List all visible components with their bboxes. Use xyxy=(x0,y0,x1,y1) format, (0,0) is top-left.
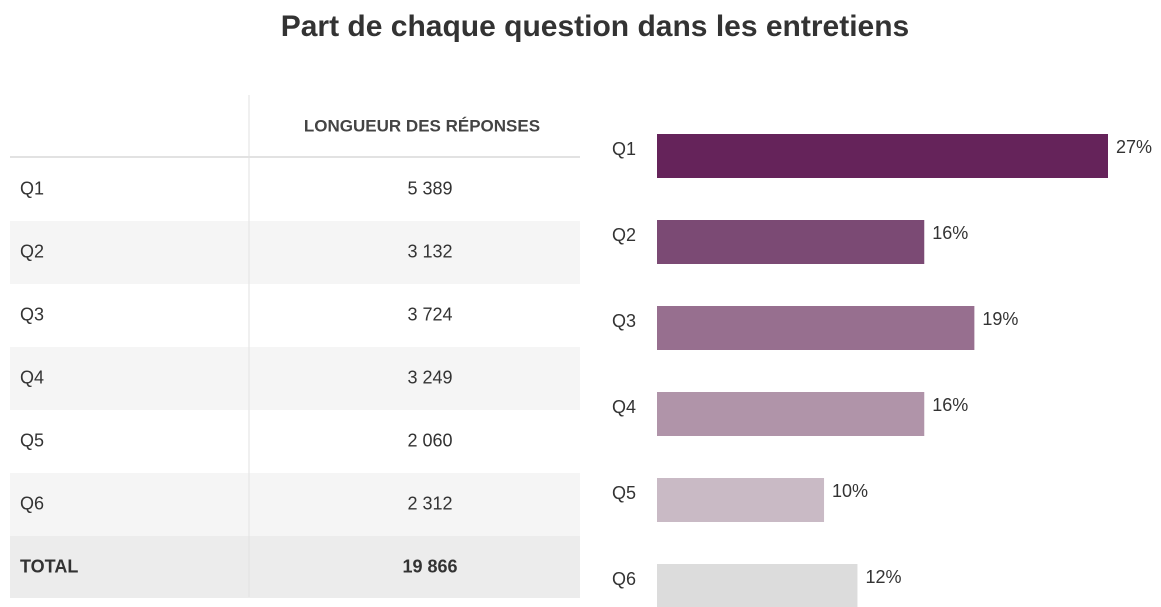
row-shade xyxy=(10,221,580,284)
row-shade xyxy=(10,473,580,536)
row-value: 3 724 xyxy=(407,304,452,324)
total-shade xyxy=(10,536,580,598)
total-label: TOTAL xyxy=(20,556,78,576)
row-value: 2 060 xyxy=(407,430,452,450)
bar xyxy=(657,392,925,436)
value-label: 19% xyxy=(982,309,1018,329)
bar xyxy=(657,134,1108,178)
row-value: 2 312 xyxy=(407,493,452,513)
row-shade xyxy=(10,347,580,410)
row-label: Q4 xyxy=(20,367,44,387)
category-label: Q6 xyxy=(612,569,636,589)
category-label: Q5 xyxy=(612,483,636,503)
total-value: 19 866 xyxy=(402,556,457,576)
value-label: 10% xyxy=(832,481,868,501)
page-title: Part de chaque question dans les entreti… xyxy=(281,10,910,43)
row-label: Q6 xyxy=(20,493,44,513)
row-label: Q3 xyxy=(20,304,44,324)
category-label: Q3 xyxy=(612,311,636,331)
bar xyxy=(657,478,825,522)
bar xyxy=(657,306,975,350)
row-label: Q1 xyxy=(20,178,44,198)
value-label: 16% xyxy=(932,395,968,415)
category-label: Q2 xyxy=(612,225,636,245)
value-label: 16% xyxy=(932,223,968,243)
category-label: Q1 xyxy=(612,139,636,159)
row-value: 3 132 xyxy=(407,241,452,261)
value-label: 27% xyxy=(1116,137,1152,157)
category-label: Q4 xyxy=(612,397,636,417)
row-value: 5 389 xyxy=(407,178,452,198)
row-label: Q2 xyxy=(20,241,44,261)
row-label: Q5 xyxy=(20,430,44,450)
bar xyxy=(657,220,925,264)
row-value: 3 249 xyxy=(407,367,452,387)
value-label: 12% xyxy=(865,567,901,587)
bar xyxy=(657,564,858,607)
table-header: LONGUEUR DES RÉPONSES xyxy=(304,116,540,135)
